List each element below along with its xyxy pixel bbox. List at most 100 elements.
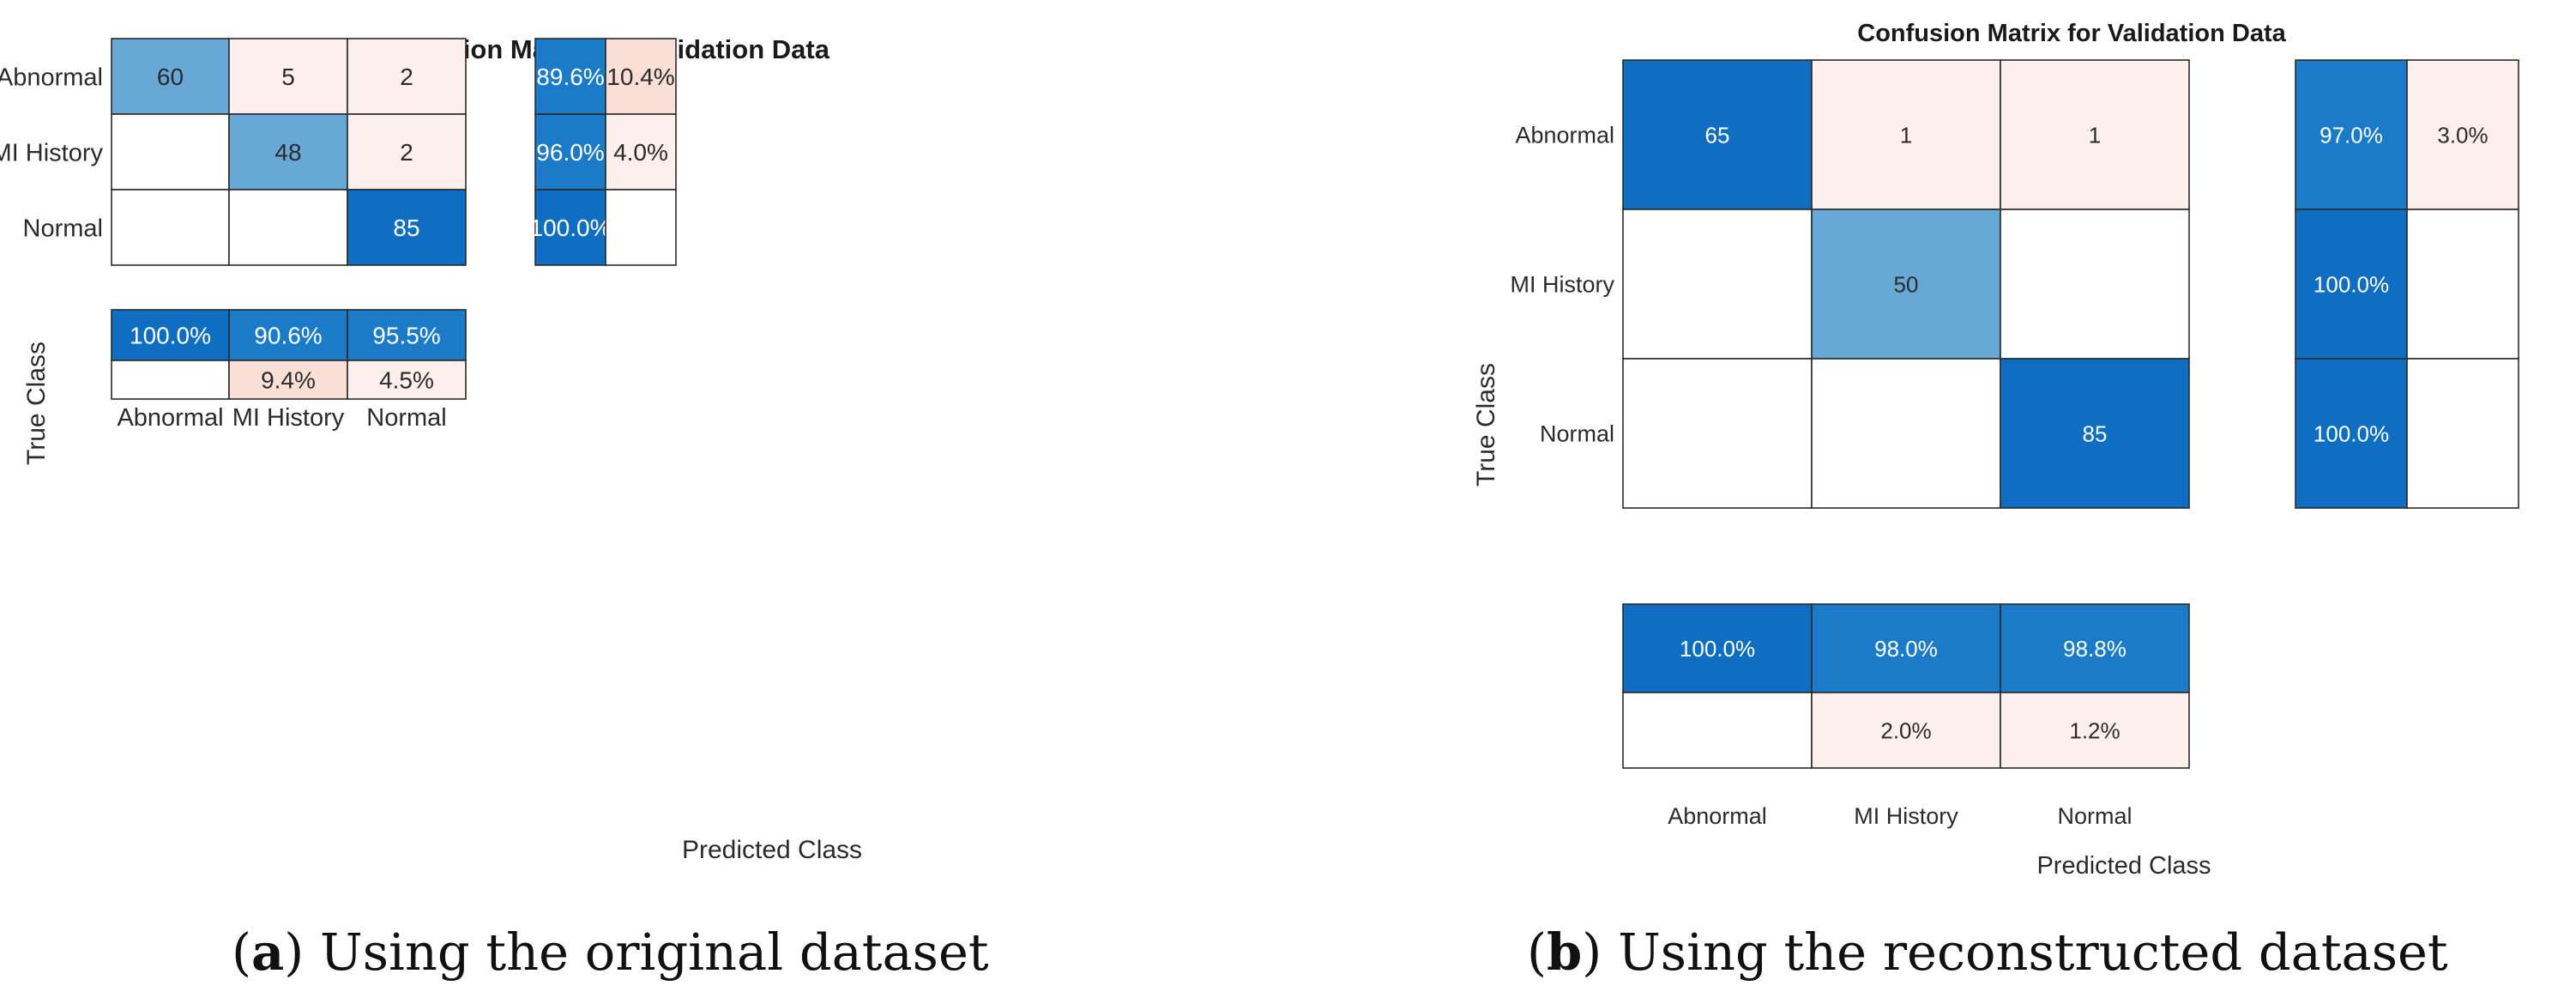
panel-b-col-summary-normal-correct [2000, 603, 2190, 693]
panel-b-row-summary-abnormal-incorrect-label: 3.0% [2437, 122, 2488, 148]
panel-a-row-summary-abnormal-correct [534, 38, 606, 115]
panel-a-row-summary-normal-correct-label: 100.0% [530, 215, 612, 241]
panel-a-col-summary-abnormal-correct-label: 100.0% [130, 323, 211, 349]
panel-b-col-label-normal: Normal [2057, 803, 2132, 829]
panel-b-cell-abnormal-mi-history-label: 1 [1900, 122, 1912, 148]
panel-a-col-label-abnormal: Abnormal [117, 404, 223, 432]
panel-a-col-summary-mi-history-correct [228, 309, 348, 361]
panel-b-col-summary-normal-incorrect [2000, 692, 2190, 769]
panel-b-row-labels: Abnormal MI History Normal [1511, 123, 1615, 447]
panel-b-x-axis-label: Predicted Class [2036, 852, 2211, 880]
panel-a-column-labels: Abnormal MI History Normal [117, 404, 446, 432]
panel-b-row-summary-mi-history-incorrect [2406, 209, 2519, 360]
panel-a-row-summary-mi-history-incorrect [605, 113, 677, 191]
panel-b-col-summary-abnormal-incorrect [1622, 692, 1813, 769]
panel-a-col-summary-mi-history-incorrect-label: 9.4% [261, 367, 316, 394]
panel-b-col-summary-mi-history-incorrect-label: 2.0% [1880, 717, 1931, 743]
panel-a-row-label-mi-history: MI History [0, 139, 104, 166]
panel-a-cell-abnormal-abnormal-label: 60 [157, 64, 184, 90]
panel-b-col-summary-normal-incorrect-label: 1.2% [2069, 717, 2120, 743]
panel-b-cell-abnormal-abnormal-label: 65 [1705, 122, 1730, 148]
panel-b-caption-open-paren: ( [1527, 922, 1547, 982]
panel-a-col-summary-mi-history-incorrect [228, 360, 348, 400]
panel-b-cell-mi-history-abnormal [1622, 209, 1813, 360]
panel-a-caption: (a) Using the original dataset [232, 922, 989, 982]
panel-a-col-summary-normal-incorrect [347, 360, 467, 400]
panel-a-column-summary: 100.0% 90.6% 9.4% 95.5% 4.5% [111, 309, 467, 400]
panel-a-cell-mi-history-normal-label: 2 [400, 139, 413, 166]
panel-b-col-summary-mi-history-correct [1811, 603, 2001, 693]
panel-b-col-summary-abnormal-correct [1622, 603, 1813, 693]
panel-b-cell-mi-history-normal [2000, 209, 2190, 360]
panel-b-col-summary-mi-history-incorrect [1811, 692, 2001, 769]
panel-a-row-summary-normal-incorrect [605, 189, 677, 266]
panel-b-title: Confusion Matrix for Validation Data [1857, 20, 2286, 47]
panel-a-cell-abnormal-mi-history-label: 5 [281, 64, 295, 90]
panel-b-cell-abnormal-normal [2000, 59, 2190, 210]
panel-a-cell-normal-mi-history [228, 189, 348, 266]
panel-b-col-summary-mi-history-correct-label: 98.0% [1874, 636, 1938, 662]
panel-a-cell-normal-normal [347, 189, 467, 266]
panel-b-cell-normal-normal [2000, 358, 2190, 509]
panel-b-column-labels: Abnormal MI History Normal [1668, 803, 2132, 829]
panel-b-column-summary: 100.0% 98.0% 2.0% 98.8% 1.2% [1622, 603, 2190, 769]
panel-a-cell-mi-history-normal [347, 113, 467, 191]
panel-a-row-label-abnormal: Abnormal [0, 64, 103, 91]
panel-a-col-label-normal: Normal [366, 404, 446, 432]
panel-b-reconstructed-dataset: Confusion Matrix for Validation Data Tru… [1472, 20, 2519, 880]
panel-b-row-summary-normal-correct-label: 100.0% [2314, 420, 2389, 446]
panel-b-row-summary-mi-history-correct [2295, 209, 2408, 360]
panel-a-original-dataset: Confusion Matrix for Validation Data Tru… [0, 34, 862, 864]
panel-a-cell-mi-history-abnormal [111, 113, 230, 191]
panel-a-row-label-normal: Normal [23, 215, 103, 242]
panel-b-y-axis-label: True Class [1472, 363, 1500, 487]
panel-b-confusion-matrix: 65 1 1 50 85 [1622, 59, 2190, 509]
panel-a-cell-abnormal-normal [347, 38, 467, 115]
panel-a-row-labels: Abnormal MI History Normal [0, 64, 104, 242]
panel-b-col-label-abnormal: Abnormal [1668, 803, 1767, 829]
panel-a-y-axis-label: True Class [22, 342, 51, 465]
panel-b-col-label-mi-history: MI History [1854, 803, 1958, 829]
panel-b-row-summary-normal-incorrect [2406, 358, 2519, 509]
panel-a-row-summary: 89.6% 10.4% 96.0% 4.0% 100.0% [530, 38, 677, 266]
panel-b-cell-normal-mi-history [1811, 358, 2001, 509]
panel-b-cell-normal-abnormal [1622, 358, 1813, 509]
panel-a-row-summary-mi-history-correct-label: 96.0% [536, 139, 604, 166]
panel-b-row-summary-abnormal-correct-label: 97.0% [2320, 122, 2383, 148]
panel-a-col-summary-abnormal-incorrect [111, 360, 230, 400]
panel-a-col-label-mi-history: MI History [232, 404, 345, 432]
panel-a-caption-text: ) Using the original dataset [284, 922, 989, 982]
panel-b-row-label-abnormal: Abnormal [1515, 123, 1614, 148]
panel-b-row-summary-abnormal-correct [2295, 59, 2408, 210]
panel-b-row-summary-normal-correct [2295, 358, 2408, 509]
panel-a-row-summary-abnormal-incorrect [605, 38, 677, 115]
panel-a-row-summary-abnormal-correct-label: 89.6% [536, 64, 604, 90]
panel-a-cell-normal-normal-label: 85 [393, 215, 419, 241]
panel-a-col-summary-normal-incorrect-label: 4.5% [379, 367, 434, 394]
panel-a-cell-normal-abnormal [111, 189, 230, 266]
panel-b-cell-mi-history-mi-history-label: 50 [1894, 271, 1919, 297]
panel-a-x-axis-label: Predicted Class [682, 836, 862, 864]
panel-b-row-summary-mi-history-correct-label: 100.0% [2314, 271, 2389, 297]
panel-b-caption-text: ) Using the reconstructed dataset [1582, 922, 2448, 982]
panel-b-row-label-normal: Normal [1540, 421, 1614, 447]
panel-a-row-summary-mi-history-correct [534, 113, 606, 191]
panel-b-caption: (b) Using the reconstructed dataset [1527, 922, 2448, 982]
panel-a-cell-abnormal-normal-label: 2 [400, 64, 413, 90]
panel-a-row-summary-normal-correct [534, 189, 606, 266]
panel-b-cell-mi-history-mi-history [1811, 209, 2001, 360]
panel-b-col-summary-abnormal-correct-label: 100.0% [1680, 636, 1755, 662]
panel-b-row-label-mi-history: MI History [1511, 272, 1615, 298]
panel-a-row-summary-mi-history-incorrect-label: 4.0% [613, 139, 668, 166]
panel-b-col-summary-normal-correct-label: 98.8% [2063, 636, 2127, 662]
panel-a-col-summary-mi-history-correct-label: 90.6% [254, 323, 322, 349]
panel-b-row-summary: 97.0% 3.0% 100.0% 100.0% [2295, 59, 2519, 509]
panel-b-row-summary-abnormal-incorrect [2406, 59, 2519, 210]
panel-a-col-summary-normal-correct-label: 95.5% [372, 323, 440, 349]
panel-a-cell-mi-history-mi-history-label: 48 [274, 139, 301, 166]
panel-b-cell-abnormal-normal-label: 1 [2089, 122, 2101, 148]
panel-a-confusion-matrix: 60 5 2 48 2 85 [111, 38, 467, 266]
panel-a-row-summary-abnormal-incorrect-label: 10.4% [606, 64, 674, 90]
panel-a-caption-label: a [251, 922, 284, 982]
